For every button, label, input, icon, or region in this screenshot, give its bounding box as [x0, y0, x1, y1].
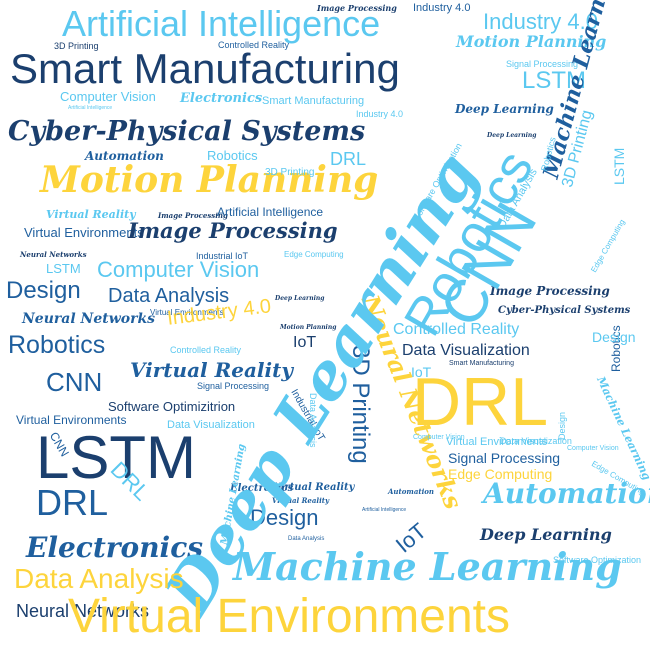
cloud-word: LSTM	[611, 147, 627, 185]
cloud-word: Electronics	[230, 483, 294, 494]
cloud-word: LSTM	[46, 261, 81, 276]
cloud-word: Virtual Environments	[68, 590, 510, 643]
cloud-word: Artificial Intelligence	[68, 105, 113, 111]
cloud-word: Computer Vision	[60, 89, 156, 104]
cloud-word: LSTM	[522, 67, 587, 94]
cloud-word: Neural Networks	[22, 311, 156, 327]
cloud-word: Virtual Reality	[46, 208, 136, 221]
cloud-word: Automation	[388, 487, 435, 496]
cloud-word: DRL	[36, 482, 109, 523]
cloud-word: Edge Computing	[284, 250, 344, 259]
cloud-word: Data Analysis	[288, 536, 325, 542]
cloud-word: Robotics	[207, 148, 258, 163]
cloud-word: Design	[557, 411, 567, 440]
cloud-word: LSTM	[36, 424, 197, 491]
cloud-word: Machine Learning	[233, 544, 622, 589]
cloud-word: Software Optimizitrion	[108, 399, 236, 414]
cloud-word: Image Processing	[490, 284, 610, 298]
cloud-word: Controlled Reality	[393, 321, 520, 338]
cloud-word: Image Processing	[128, 218, 338, 243]
cloud-word: Industry 4.0	[356, 109, 404, 119]
cloud-word: Motion Planning	[456, 32, 607, 51]
cloud-word: CNN	[46, 367, 103, 397]
cloud-word: Computer Vision	[567, 445, 619, 452]
cloud-word: Image Processing	[158, 211, 228, 220]
cloud-word: Design	[6, 277, 81, 304]
cloud-word: Neural Networks	[16, 601, 150, 621]
cloud-word: Cyber-Physical Systems	[8, 116, 366, 147]
cloud-word: Robotics	[8, 331, 106, 359]
cloud-word: Signal Processing	[197, 381, 270, 391]
cloud-word: DRL	[330, 149, 367, 169]
cloud-word: Smart Manufacturing	[449, 360, 514, 367]
cloud-word: Industry 4.0	[413, 2, 471, 14]
cloud-word: Motion Planning	[40, 159, 379, 201]
cloud-word: Deep Learning	[487, 132, 537, 139]
cloud-word: 3D Printing	[54, 41, 99, 51]
cloud-word: Virtual Environments	[150, 308, 224, 317]
cloud-word: Computer Vision	[413, 434, 465, 441]
cloud-word: Smart Manufacturing	[10, 45, 400, 92]
cloud-word: Artificial Intelligence	[362, 507, 407, 513]
cloud-word: Controlled Reality	[170, 345, 242, 355]
cloud-word: Industry 4.0	[483, 9, 598, 34]
cloud-word: Computer Vision	[97, 257, 260, 282]
cloud-word: Image Processing	[317, 3, 397, 13]
cloud-word: Industrial IoT	[196, 251, 249, 261]
cloud-word: Deep Learning	[275, 295, 325, 302]
cloud-word: Data Visualization	[402, 342, 530, 359]
cloud-word: Motion Planning	[280, 324, 337, 331]
cloud-word: Data Visualization	[500, 436, 572, 446]
cloud-word: Deep Learning	[455, 102, 554, 116]
cloud-word: Automation	[483, 477, 650, 510]
cloud-word: Artificial Intelligence	[62, 3, 381, 44]
cloud-word: Smart Manufacturing	[262, 95, 365, 107]
cloud-word: Automation	[85, 149, 164, 163]
cloud-word: Signal Processing	[448, 450, 561, 466]
cloud-word: Electronics	[180, 91, 263, 106]
cloud-word: Data Visualization	[167, 419, 255, 431]
cloud-word: DRL	[412, 364, 549, 440]
cloud-word: Controlled Reality	[218, 40, 290, 50]
cloud-word: Neural Networks	[20, 250, 87, 259]
cloud-word: Design	[592, 329, 636, 345]
cloud-word: Software Optimization	[553, 555, 642, 565]
cloud-word: Virtual Reality	[272, 496, 330, 505]
cloud-word: Data Analysis	[108, 285, 230, 307]
cloud-word: Signal Processing	[506, 59, 579, 69]
cloud-word: Edge Computing	[448, 466, 553, 482]
cloud-word: Virtual Environments	[446, 436, 548, 448]
cloud-word: Edge Computing	[589, 217, 627, 274]
cloud-word: Cyber-Physical Systems	[498, 305, 631, 316]
cloud-word: Virtual Environments	[16, 413, 127, 427]
cloud-word: Virtual Reality	[273, 482, 355, 493]
cloud-word: Artificial Intelligence	[217, 205, 324, 219]
cloud-word: IoT	[293, 334, 317, 351]
cloud-word: IoT	[411, 364, 432, 380]
cloud-word: Electronics	[26, 531, 204, 564]
cloud-word: Virtual Reality	[130, 358, 293, 382]
cloud-word: Data Analysis	[14, 563, 184, 594]
cloud-word: 3D Printing	[265, 167, 315, 178]
cloud-word: Deep Learning	[480, 525, 612, 544]
cloud-word: Virtual Environments	[24, 225, 144, 240]
cloud-word: Design	[250, 505, 319, 530]
